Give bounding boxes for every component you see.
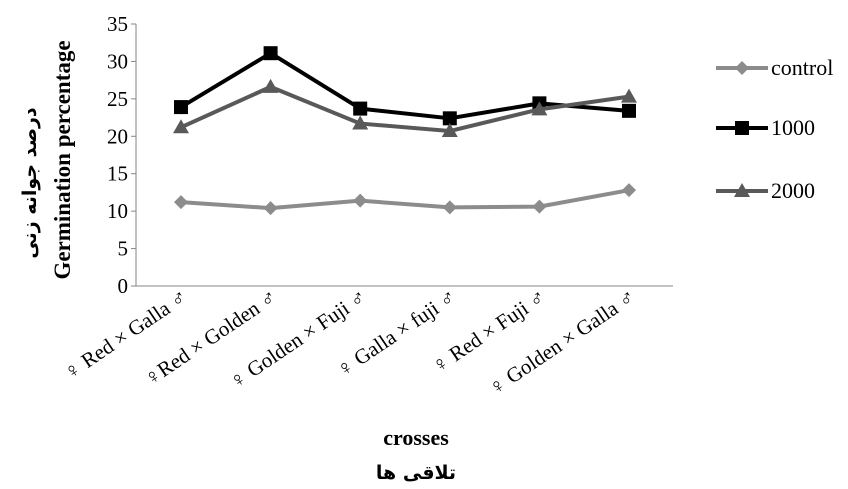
series-control (174, 183, 636, 216)
y-tick-label: 0 (118, 274, 129, 298)
data-point-triangle (173, 119, 189, 134)
data-point-triangle (734, 183, 750, 197)
legend-label: control (771, 55, 833, 80)
x-axis: ♀ Red × Galla ♂♀Red × Golden ♂♀ Golden ×… (59, 284, 673, 400)
legend-item-control: control (716, 55, 833, 80)
data-point-square (174, 100, 188, 115)
y-tick-label: 10 (107, 199, 128, 223)
data-point-square (353, 101, 368, 116)
data-point-diamond (353, 193, 368, 208)
y-tick-label: 20 (107, 124, 128, 148)
series-layer (173, 46, 637, 216)
series-line (179, 51, 630, 121)
y-tick-label: 25 (107, 87, 128, 111)
data-point-square (735, 121, 749, 135)
series-1000 (174, 46, 636, 126)
data-point-diamond (263, 201, 278, 216)
x-axis-title: crosses (383, 425, 449, 450)
data-point-square (442, 111, 457, 126)
data-point-triangle (441, 123, 458, 138)
series-line (180, 188, 630, 211)
series-line (180, 84, 630, 134)
data-point-diamond (442, 200, 457, 215)
data-point-square (263, 46, 278, 61)
data-point-diamond (622, 183, 636, 198)
data-point-diamond (174, 195, 188, 210)
y-tick-label: 15 (107, 162, 128, 186)
legend-item-2000: 2000 (716, 178, 815, 203)
data-point-triangle (352, 115, 369, 130)
x-category-label: ♀ Golden × Galla ♂ (484, 284, 640, 400)
legend: control 1000 2000 (716, 55, 833, 203)
data-point-triangle (621, 88, 637, 103)
data-point-diamond (735, 61, 749, 75)
y-axis-title: Germination percentage (50, 40, 75, 279)
data-point-square (622, 103, 636, 118)
y-tick-label: 5 (118, 237, 129, 261)
y-tick-label: 30 (107, 49, 128, 73)
legend-label: 1000 (771, 115, 815, 140)
data-point-triangle (531, 101, 548, 116)
x-axis-title-persian: تلاقی ها (376, 462, 456, 484)
data-point-diamond (532, 199, 547, 214)
series-2000 (173, 78, 637, 138)
y-axis-title-persian: درصد جوانه زنی (19, 107, 41, 259)
y-axis: 0 5 10 15 20 25 30 35 (107, 12, 137, 298)
data-point-triangle (262, 78, 279, 93)
legend-item-1000: 1000 (716, 115, 815, 140)
legend-label: 2000 (771, 178, 815, 203)
y-tick-label: 35 (107, 12, 128, 36)
